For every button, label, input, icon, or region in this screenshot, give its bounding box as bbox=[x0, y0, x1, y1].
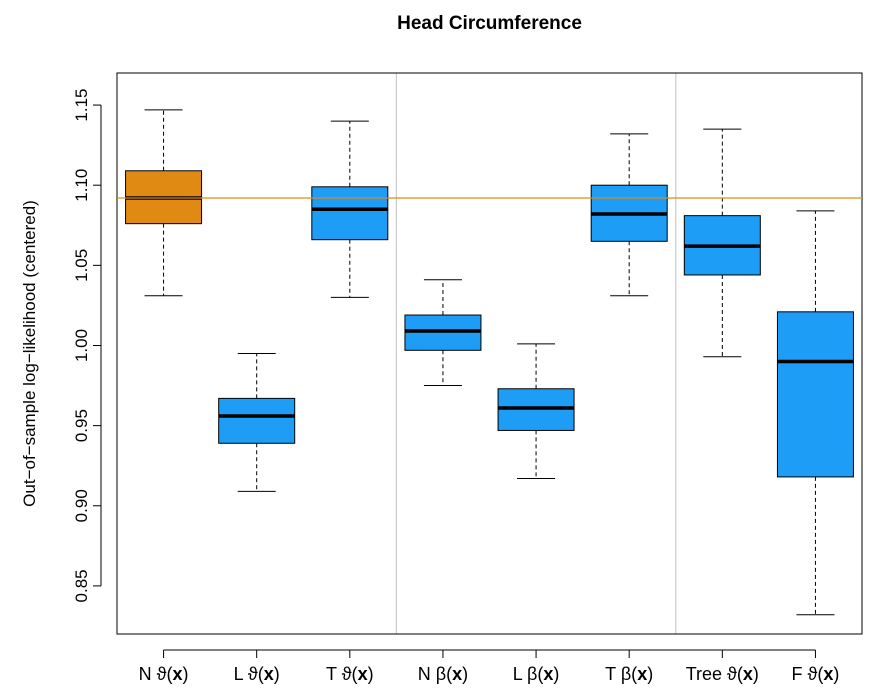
box-7 bbox=[683, 128, 761, 358]
x-tick-label: L ϑ(x) bbox=[234, 664, 280, 684]
x-axis: N ϑ(x) L ϑ(x) T ϑ(x) N β(x) L β(x) T β(x) Tree… bbox=[139, 649, 840, 684]
y-tick-label: 1.00 bbox=[72, 329, 91, 362]
box-2 bbox=[218, 353, 296, 492]
x-tick-label: N ϑ(x) bbox=[139, 664, 189, 684]
x-tick-label: Tree ϑ(x) bbox=[686, 664, 759, 684]
group-separators bbox=[395, 73, 677, 634]
x-tick-label: T β(x) bbox=[605, 664, 653, 684]
x-tick-label: T ϑ(x) bbox=[326, 664, 374, 684]
box-body bbox=[776, 311, 854, 478]
y-tick-label: 1.05 bbox=[72, 249, 91, 282]
x-tick-label: F ϑ(x) bbox=[792, 664, 840, 684]
box-body bbox=[311, 186, 389, 241]
box-6 bbox=[590, 133, 668, 297]
x-tick-label: L β(x) bbox=[513, 664, 560, 684]
box-4 bbox=[404, 279, 482, 387]
box-3 bbox=[311, 120, 389, 298]
box-1 bbox=[125, 109, 203, 297]
boxes bbox=[125, 109, 854, 616]
y-tick-label: 1.15 bbox=[72, 89, 91, 122]
chart-title: Head Circumference bbox=[397, 13, 582, 34]
box-8 bbox=[776, 210, 854, 616]
y-axis: 0.85 0.90 0.95 1.00 1.05 1.10 1.15 bbox=[72, 89, 102, 602]
y-tick-label: 0.90 bbox=[72, 489, 91, 522]
y-tick-label: 1.10 bbox=[72, 169, 91, 202]
box-5 bbox=[497, 343, 575, 480]
x-tick-label: N β(x) bbox=[418, 664, 468, 684]
box-body bbox=[218, 397, 296, 444]
y-axis-label: Out−of−sample log−likelihood (centered) bbox=[20, 200, 39, 507]
y-tick-label: 0.95 bbox=[72, 409, 91, 442]
y-tick-label: 0.85 bbox=[72, 569, 91, 602]
plot-frame bbox=[116, 72, 863, 635]
